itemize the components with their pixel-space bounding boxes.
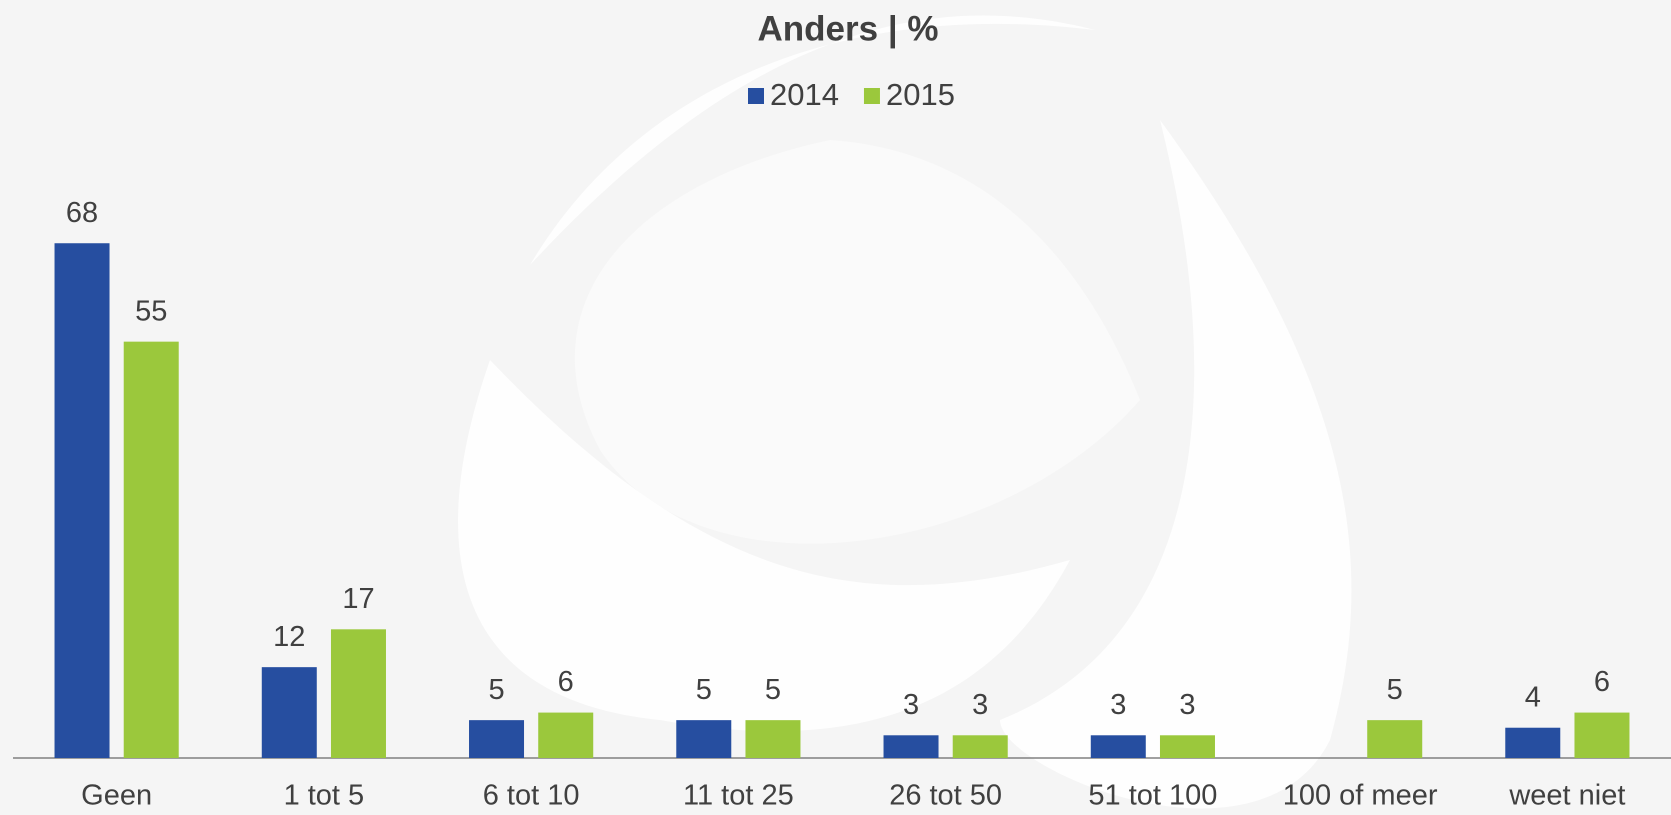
data-label: 6 bbox=[1594, 666, 1610, 698]
bar bbox=[1159, 735, 1215, 758]
data-label: 5 bbox=[488, 674, 504, 706]
x-tick-label: 11 tot 25 bbox=[683, 780, 794, 812]
legend-swatch bbox=[748, 88, 764, 104]
legend-label: 2015 bbox=[886, 77, 955, 112]
chart-title: Anders | % bbox=[758, 9, 939, 48]
data-label: 3 bbox=[1179, 689, 1195, 721]
x-tick-label: 1 tot 5 bbox=[284, 780, 365, 812]
data-label: 55 bbox=[135, 295, 167, 327]
legend-label: 2014 bbox=[770, 77, 839, 112]
data-label: 68 bbox=[66, 197, 98, 229]
bar bbox=[1505, 727, 1561, 758]
x-tick-label: 100 of meer bbox=[1283, 780, 1438, 812]
bar bbox=[1367, 720, 1423, 758]
data-label: 5 bbox=[1387, 674, 1403, 706]
bar bbox=[952, 735, 1008, 758]
x-tick-label: weet niet bbox=[1508, 780, 1625, 812]
x-tick-label: 51 tot 100 bbox=[1088, 780, 1217, 812]
bar bbox=[745, 720, 801, 758]
data-label: 12 bbox=[273, 621, 305, 653]
x-tick-label: 26 tot 50 bbox=[889, 780, 1002, 812]
data-label: 6 bbox=[558, 666, 574, 698]
data-label: 5 bbox=[696, 674, 712, 706]
x-tick-label: Geen bbox=[81, 780, 152, 812]
bar bbox=[123, 341, 179, 758]
legend-swatch bbox=[863, 88, 880, 104]
bar bbox=[1090, 735, 1146, 758]
legend: 2014 2015 bbox=[748, 77, 955, 112]
x-tick-label: 6 tot 10 bbox=[483, 780, 580, 812]
data-label: 5 bbox=[765, 674, 781, 706]
watermark bbox=[458, 15, 1352, 809]
data-label: 4 bbox=[1525, 681, 1541, 713]
data-label: 3 bbox=[1110, 689, 1126, 721]
bar bbox=[1574, 712, 1630, 758]
data-label: 3 bbox=[972, 689, 988, 721]
bar bbox=[883, 735, 939, 758]
bar bbox=[330, 629, 386, 758]
data-label: 3 bbox=[903, 689, 919, 721]
bar bbox=[54, 243, 110, 759]
bar bbox=[538, 712, 594, 758]
bar bbox=[469, 720, 525, 758]
bar bbox=[676, 720, 732, 758]
bar bbox=[261, 667, 317, 758]
data-label: 17 bbox=[342, 583, 374, 615]
